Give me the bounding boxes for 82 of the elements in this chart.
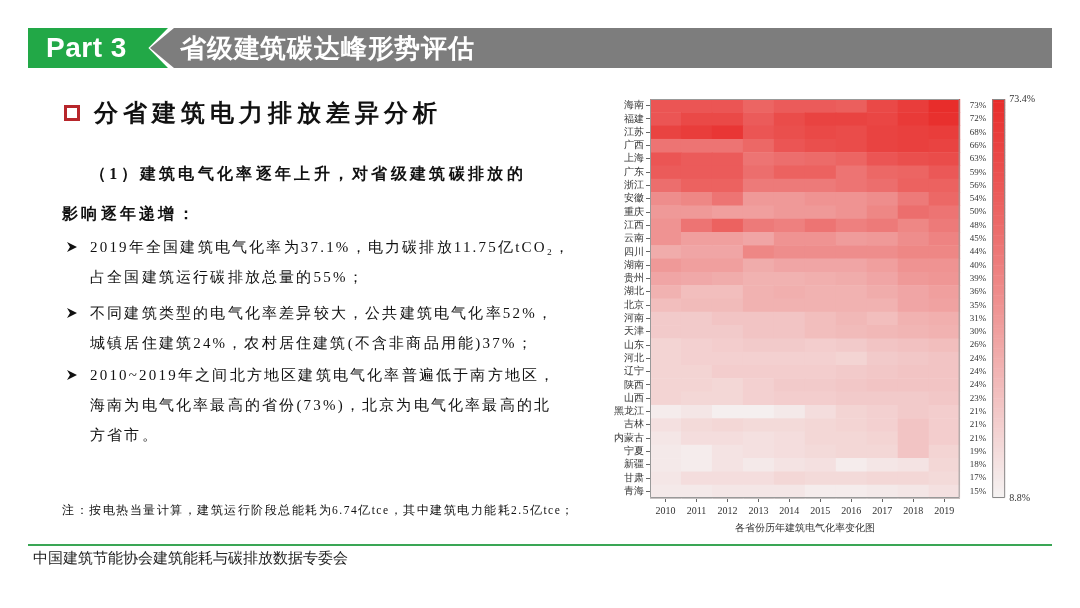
y2-tick-label: 17% bbox=[969, 472, 987, 483]
y2-tick-label: 26% bbox=[969, 339, 987, 350]
text: 2010~2019年之间北方地区建筑电气化率普遍低于南方地区，海南为电气化率最高的省份(73%)，北京为电气化率最高的北方省市。 bbox=[90, 366, 558, 445]
y2-tick-label: 56% bbox=[969, 179, 987, 190]
text: 中国建筑节能协会建筑能耗与碳排放数据专委会 bbox=[33, 549, 348, 567]
y-tick-label: 贵州 bbox=[624, 272, 644, 284]
text: （1）建筑电气化率逐年上升，对省级建筑碳排放的影响逐年递增： bbox=[62, 165, 526, 222]
y2-tick-label: 30% bbox=[969, 326, 987, 337]
y2-tick-label: 39% bbox=[969, 272, 987, 283]
y-tick-label: 宁夏 bbox=[624, 445, 644, 457]
y-tick-label: 陕西 bbox=[624, 378, 644, 390]
y2-tick-label: 18% bbox=[969, 459, 987, 470]
y2-tick-label: 48% bbox=[969, 219, 987, 230]
y-tick-label: 广西 bbox=[624, 139, 644, 151]
y-tick-label: 山西 bbox=[624, 391, 644, 403]
y-tick-label: 青海 bbox=[624, 484, 644, 496]
y-tick-label: 重庆 bbox=[624, 205, 644, 217]
x-tick-label: 2012 bbox=[717, 504, 738, 516]
x-tick-label: 2015 bbox=[810, 504, 831, 516]
x-tick-label: 2019 bbox=[934, 504, 955, 516]
x-tick-label: 2013 bbox=[748, 504, 769, 516]
y2-tick-label: 21% bbox=[969, 419, 987, 430]
text: 2019年全国建筑电气化率为37.1%，电力碳排放11.75亿tCO₂，占全国建筑运行碳排放总量的55%； bbox=[90, 238, 573, 287]
y2-tick-label: 68% bbox=[969, 126, 987, 137]
y2-tick-label: 24% bbox=[969, 366, 987, 377]
y2-tick-label: 15% bbox=[969, 485, 987, 496]
y-tick-label: 浙江 bbox=[624, 179, 644, 191]
color-bar-label: 8.8% bbox=[1009, 491, 1031, 503]
y2-tick-label: 73% bbox=[969, 100, 987, 111]
x-tick-label: 2011 bbox=[686, 504, 707, 516]
y2-tick-label: 63% bbox=[969, 153, 987, 164]
x-axis-title: 各省份历年建筑电气化率变化图 bbox=[734, 521, 875, 533]
y-tick-label: 北京 bbox=[624, 298, 644, 310]
y2-tick-label: 36% bbox=[969, 286, 987, 297]
text: Part 3 bbox=[46, 31, 127, 65]
y-tick-label: 河南 bbox=[624, 312, 644, 324]
y2-tick-label: 40% bbox=[969, 259, 987, 270]
y-tick-label: 四川 bbox=[624, 245, 644, 257]
text: 分省建筑电力排放差异分析 bbox=[94, 99, 442, 128]
y2-tick-label: 35% bbox=[969, 299, 987, 310]
y2-tick-label: 23% bbox=[969, 392, 987, 403]
y-tick-label: 湖北 bbox=[624, 285, 644, 297]
y-tick-label: 上海 bbox=[624, 152, 644, 164]
y2-tick-label: 50% bbox=[969, 206, 987, 217]
y-tick-label: 甘肃 bbox=[624, 471, 644, 483]
y-tick-label: 辽宁 bbox=[624, 365, 644, 377]
text: 省级建筑碳达峰形势评估 bbox=[180, 32, 475, 65]
x-tick-label: 2017 bbox=[872, 504, 893, 516]
y2-tick-label: 21% bbox=[969, 405, 987, 416]
x-tick-label: 2014 bbox=[779, 504, 800, 516]
y2-tick-label: 54% bbox=[969, 193, 987, 204]
y2-tick-label: 24% bbox=[969, 379, 987, 390]
y-tick-label: 广东 bbox=[624, 165, 644, 177]
y-tick-label: 吉林 bbox=[624, 418, 644, 430]
x-tick-label: 2010 bbox=[655, 504, 676, 516]
text: 不同建筑类型的电气化率差异较大，公共建筑电气化率52%，城镇居住建筑24%，农村居住建筑(不含非商品用能)37%； bbox=[90, 304, 556, 353]
y-tick-label: 黑龙江 bbox=[614, 405, 644, 417]
y-tick-label: 江苏 bbox=[624, 125, 644, 137]
y2-tick-label: 59% bbox=[969, 166, 987, 177]
y2-tick-label: 19% bbox=[969, 445, 987, 456]
x-tick-label: 2016 bbox=[841, 504, 862, 516]
y-tick-label: 内蒙古 bbox=[614, 431, 644, 443]
y-tick-label: 湖南 bbox=[624, 258, 644, 270]
y2-tick-label: 66% bbox=[969, 139, 987, 150]
y-tick-label: 云南 bbox=[624, 232, 644, 244]
y2-tick-label: 72% bbox=[969, 113, 987, 124]
y-tick-label: 新疆 bbox=[624, 458, 644, 470]
color-bar-label: 73.4% bbox=[1009, 92, 1036, 104]
y2-tick-label: 45% bbox=[969, 233, 987, 244]
y-tick-label: 海南 bbox=[624, 99, 644, 111]
text: 注：按电热当量计算，建筑运行阶段总能耗为6.74亿tce，其中建筑电力能耗2.5亿tce； bbox=[62, 503, 576, 518]
y-tick-label: 福建 bbox=[624, 112, 644, 124]
y2-tick-label: 24% bbox=[969, 352, 987, 363]
y-tick-label: 山东 bbox=[624, 338, 644, 350]
y-tick-label: 天津 bbox=[624, 325, 644, 337]
y2-tick-label: 44% bbox=[969, 246, 987, 257]
y-tick-label: 河北 bbox=[624, 351, 644, 363]
x-tick-label: 2018 bbox=[903, 504, 924, 516]
y-tick-label: 安徽 bbox=[624, 192, 644, 204]
y2-tick-label: 31% bbox=[969, 312, 987, 323]
y2-tick-label: 21% bbox=[969, 432, 987, 443]
y-tick-label: 江西 bbox=[624, 218, 644, 230]
